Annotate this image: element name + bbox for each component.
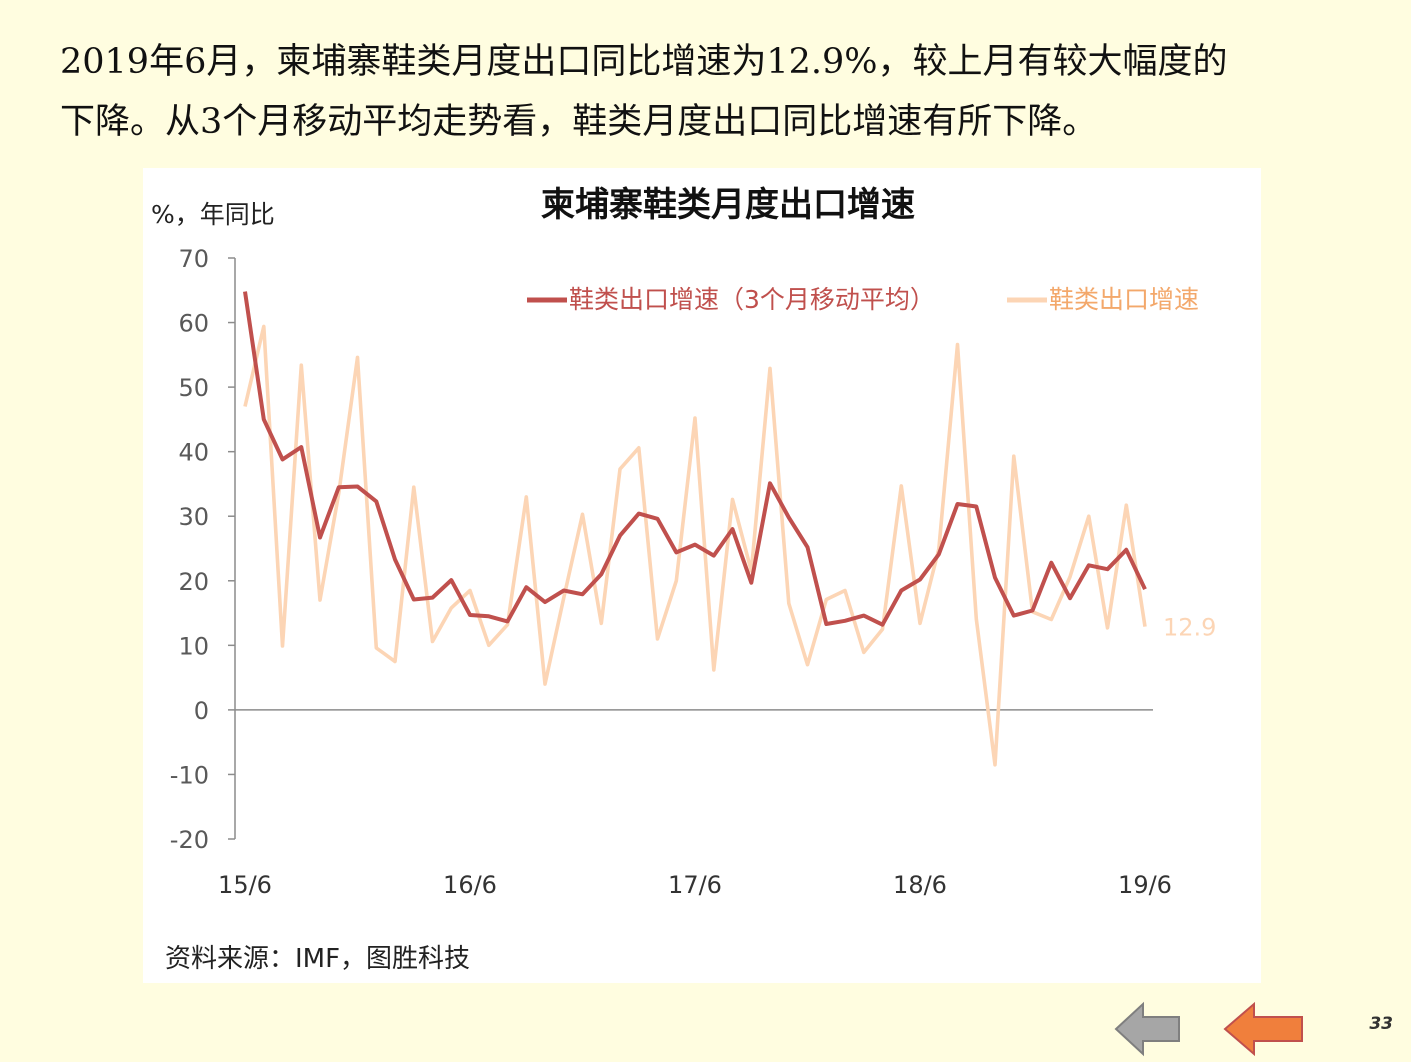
left-arrow-icon — [1223, 1001, 1303, 1057]
legend-label: 鞋类出口增速 — [1049, 285, 1199, 314]
headline-line-1: 2019年6月，柬埔寨鞋类月度出口同比增速为12.9%，较上月有较大幅度的 — [60, 42, 1228, 82]
chart-title: 柬埔寨鞋类月度出口增速 — [541, 185, 915, 225]
y-tick-label: 10 — [178, 632, 209, 660]
footwear-export-growth-chart: 柬埔寨鞋类月度出口增速 %，年同比 -20 -10 0 10 20 30 40 50 60 70 1… — [151, 185, 1216, 899]
series-line-monthly — [243, 324, 1147, 767]
data-label: 12.9 — [1163, 614, 1216, 642]
x-tick-label: 16/6 — [443, 871, 497, 899]
next-slide-button[interactable] — [1222, 1000, 1306, 1062]
source-note: 资料来源：IMF，图胜科技 — [165, 944, 471, 974]
y-tick-label: 40 — [178, 439, 209, 467]
y-tick-label: 70 — [178, 245, 209, 273]
headline-line-2: 下降。从3个月移动平均走势看，鞋类月度出口同比增速有所下降。 — [60, 102, 1098, 142]
y-tick-label: 30 — [178, 503, 209, 531]
y-tick-label: 50 — [178, 374, 209, 402]
left-arrow-icon — [1114, 1001, 1180, 1057]
legend-label: 鞋类出口增速（3个月移动平均） — [569, 285, 935, 314]
slide-headline: 2019年6月，柬埔寨鞋类月度出口同比增速为12.9%，较上月有较大幅度的 下降… — [60, 32, 1380, 152]
previous-slide-button[interactable] — [1113, 1000, 1183, 1062]
x-tick-label: 18/6 — [893, 871, 947, 899]
x-tick-label: 17/6 — [668, 871, 722, 899]
series-line-moving-average — [243, 291, 1147, 627]
page-number: 33 — [1369, 1014, 1393, 1034]
chart-panel: 柬埔寨鞋类月度出口增速 %，年同比 -20 -10 0 10 20 30 40 50 60 70 1… — [143, 168, 1261, 983]
y-tick-label: 20 — [178, 568, 209, 596]
x-tick-label: 19/6 — [1118, 871, 1172, 899]
y-tick-label: 0 — [194, 697, 209, 725]
y-tick-label: -10 — [170, 761, 209, 789]
x-tick-label: 15/6 — [218, 871, 272, 899]
y-axis-label: %，年同比 — [151, 200, 275, 229]
y-tick-label: 60 — [178, 310, 209, 338]
y-tick-label: -20 — [170, 826, 209, 854]
